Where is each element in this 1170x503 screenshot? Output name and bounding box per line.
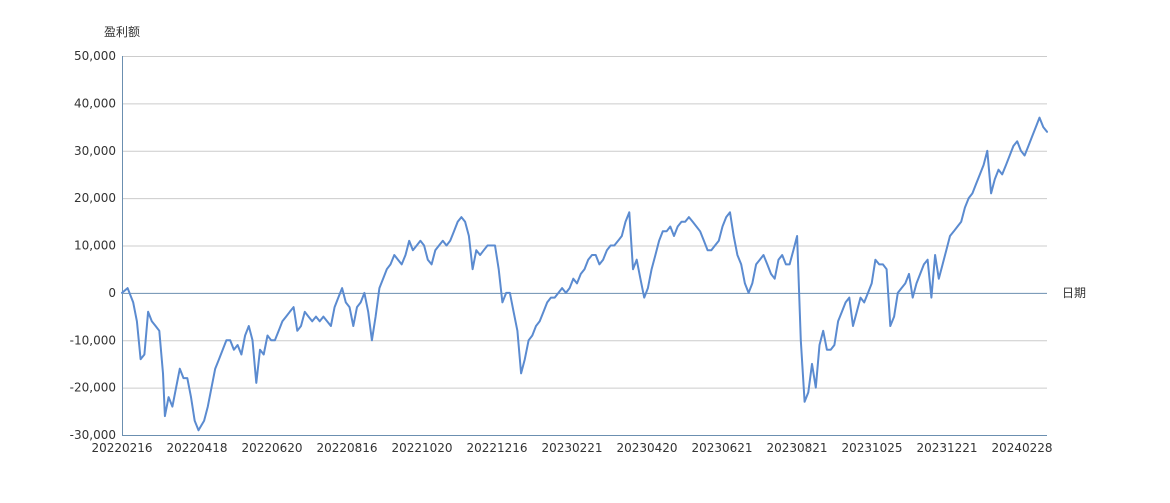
x-axis-title: 日期 bbox=[1062, 286, 1086, 300]
grid-lines bbox=[122, 56, 1047, 389]
x-tick-label: 20230621 bbox=[691, 441, 752, 455]
x-tick-label: 20221020 bbox=[391, 441, 452, 455]
x-tick-label: 20230420 bbox=[616, 441, 677, 455]
x-tick-label: 20230821 bbox=[766, 441, 827, 455]
x-tick-label: 20220216 bbox=[91, 441, 152, 455]
x-tick-labels: 20220216 20220418 20220620 20220816 20221020… bbox=[91, 441, 1052, 455]
y-tick-label: 0 bbox=[108, 286, 116, 300]
x-tick-label: 20220816 bbox=[316, 441, 377, 455]
y-tick-label: -10,000 bbox=[70, 333, 116, 347]
y-tick-label: 40,000 bbox=[74, 96, 116, 110]
y-axis-title: 盈利额 bbox=[104, 25, 140, 39]
x-tick-label: 20231221 bbox=[916, 441, 977, 455]
y-tick-label: 10,000 bbox=[74, 239, 116, 253]
y-tick-label: 20,000 bbox=[74, 191, 116, 205]
axes bbox=[122, 56, 1047, 436]
x-tick-label: 20220620 bbox=[241, 441, 302, 455]
y-tick-label: -20,000 bbox=[70, 381, 116, 395]
y-tick-label: 50,000 bbox=[74, 49, 116, 63]
x-tick-label: 20240228 bbox=[991, 441, 1052, 455]
x-tick-label: 20220418 bbox=[166, 441, 227, 455]
x-tick-label: 20221216 bbox=[466, 441, 527, 455]
y-tick-labels: -30,000 -20,000 -10,000 0 10,000 20,000 30,000… bbox=[70, 49, 116, 442]
series-line bbox=[121, 116, 1048, 432]
series-layer bbox=[121, 116, 1048, 432]
x-tick-label: 20231025 bbox=[841, 441, 902, 455]
y-tick-label: -30,000 bbox=[70, 428, 116, 442]
x-tick-label: 20230221 bbox=[541, 441, 602, 455]
y-tick-label: 30,000 bbox=[74, 144, 116, 158]
